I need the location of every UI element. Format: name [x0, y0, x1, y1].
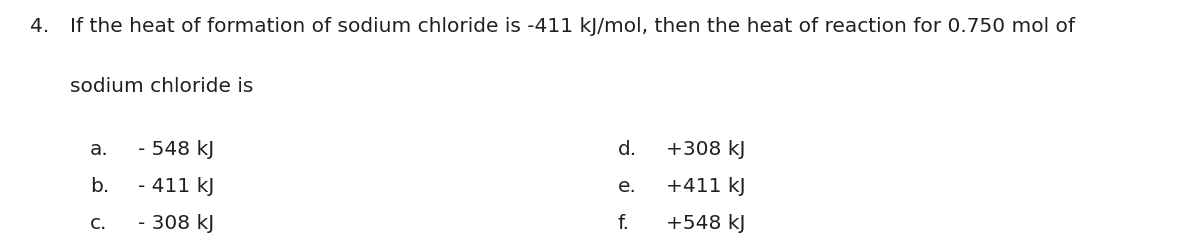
Text: If the heat of formation of sodium chloride is -411 kJ/mol, then the heat of rea: If the heat of formation of sodium chlor…	[70, 17, 1075, 36]
Text: - 308 kJ: - 308 kJ	[138, 214, 215, 234]
Text: +548 kJ: +548 kJ	[666, 214, 745, 234]
Text: +411 kJ: +411 kJ	[666, 177, 745, 196]
Text: d.: d.	[618, 140, 637, 159]
Text: - 548 kJ: - 548 kJ	[138, 140, 215, 159]
Text: a.: a.	[90, 140, 109, 159]
Text: b.: b.	[90, 177, 109, 196]
Text: sodium chloride is: sodium chloride is	[70, 77, 253, 96]
Text: - 411 kJ: - 411 kJ	[138, 177, 215, 196]
Text: e.: e.	[618, 177, 637, 196]
Text: c.: c.	[90, 214, 107, 234]
Text: +308 kJ: +308 kJ	[666, 140, 745, 159]
Text: 4.: 4.	[30, 17, 49, 36]
Text: f.: f.	[618, 214, 630, 234]
